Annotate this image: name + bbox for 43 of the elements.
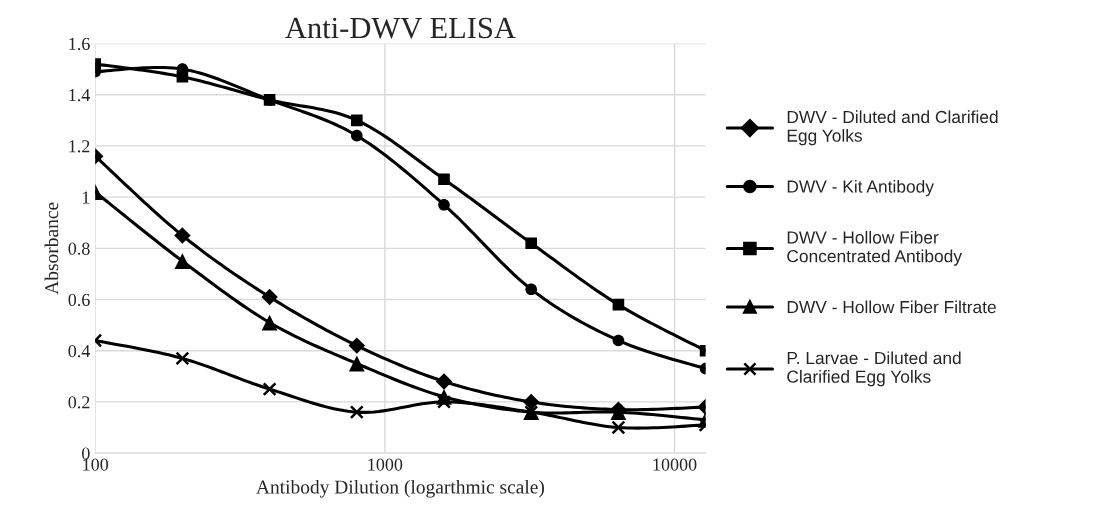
- point: [262, 382, 277, 397]
- point: [350, 129, 363, 142]
- point: [438, 173, 450, 186]
- point: [350, 114, 363, 127]
- point: [611, 420, 626, 435]
- chart-title: Anti-DWV ELISA: [285, 17, 516, 39]
- y-tick-label: 1.6: [69, 37, 90, 51]
- x-axis-title: Antibody Dilution (logarthmic scale): [256, 479, 544, 498]
- point: [176, 70, 189, 83]
- point: [263, 94, 276, 106]
- y-tick-label: 0: [82, 447, 90, 460]
- point: [348, 337, 366, 354]
- point: [349, 405, 364, 420]
- point: [525, 283, 538, 296]
- y-tick-label: 0.4: [68, 344, 91, 358]
- point: [261, 288, 278, 306]
- y-tick-label: 0.6: [68, 293, 90, 307]
- point: [348, 355, 365, 372]
- point: [525, 237, 538, 250]
- y-tick-label: 1.4: [69, 89, 91, 102]
- point: [175, 351, 190, 366]
- point: [174, 227, 191, 244]
- y-axis-title: Absorbance: [44, 202, 59, 295]
- point: [261, 314, 278, 331]
- point: [612, 298, 625, 311]
- point: [174, 253, 191, 270]
- legend-label: DWV - Kit Antibody: [787, 179, 934, 197]
- x-tick-label: 10000: [653, 458, 697, 471]
- point: [436, 394, 452, 409]
- point: [522, 393, 540, 411]
- legend-label: DWV - Hollow Fiber Concentrated Antibody: [787, 230, 962, 266]
- point: [435, 373, 453, 390]
- y-tick-label: 1: [82, 191, 90, 204]
- point: [438, 198, 450, 211]
- y-tick-label: 0.2: [68, 396, 90, 409]
- y-tick-label: 1.2: [69, 140, 90, 153]
- legend-label: DWV - Diluted and Clarified Egg Yolks: [787, 110, 998, 146]
- x-tick-label: 100: [83, 458, 109, 471]
- legend-label: P. Larvae - Diluted and Clarified Egg Yolks: [787, 351, 961, 387]
- point: [612, 334, 625, 347]
- legend-label: DWV - Hollow Fiber Filtrate: [787, 300, 996, 314]
- x-tick-label: 1000: [368, 458, 403, 471]
- y-tick-label: 0.8: [68, 242, 90, 255]
